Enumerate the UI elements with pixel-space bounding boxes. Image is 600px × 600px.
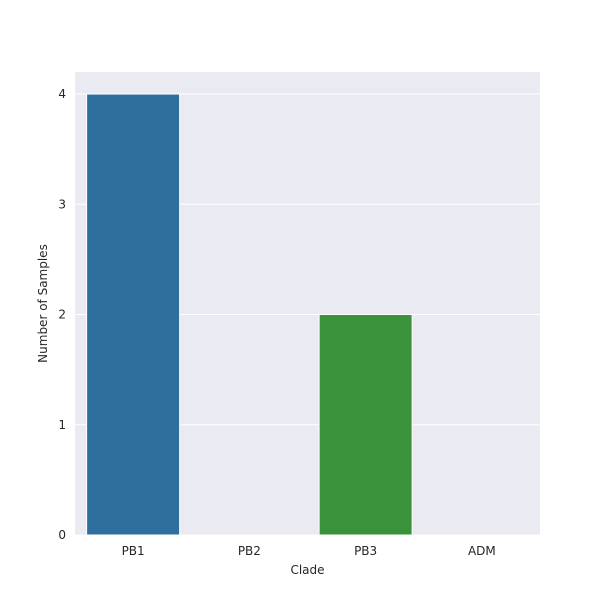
x-tick-label-pb3: PB3 xyxy=(354,544,377,558)
x-tick-label-adm: ADM xyxy=(468,544,496,558)
y-tick-label: 0 xyxy=(58,528,66,542)
y-axis-label: Number of Samples xyxy=(36,244,50,363)
y-tick-label: 4 xyxy=(58,87,66,101)
y-tick-label: 1 xyxy=(58,418,66,432)
x-tick-label-pb2: PB2 xyxy=(238,544,261,558)
y-tick-label: 3 xyxy=(58,197,66,211)
y-tick-label: 2 xyxy=(58,308,66,322)
bar-pb3 xyxy=(318,314,413,536)
x-tick-label-pb1: PB1 xyxy=(122,544,145,558)
x-axis-label: Clade xyxy=(290,563,324,577)
bar-pb1 xyxy=(86,93,181,536)
bars xyxy=(86,93,413,536)
x-axis-ticks: PB1 PB2 PB3 ADM xyxy=(122,544,496,558)
y-axis-ticks: 0 1 2 3 4 xyxy=(58,87,66,542)
